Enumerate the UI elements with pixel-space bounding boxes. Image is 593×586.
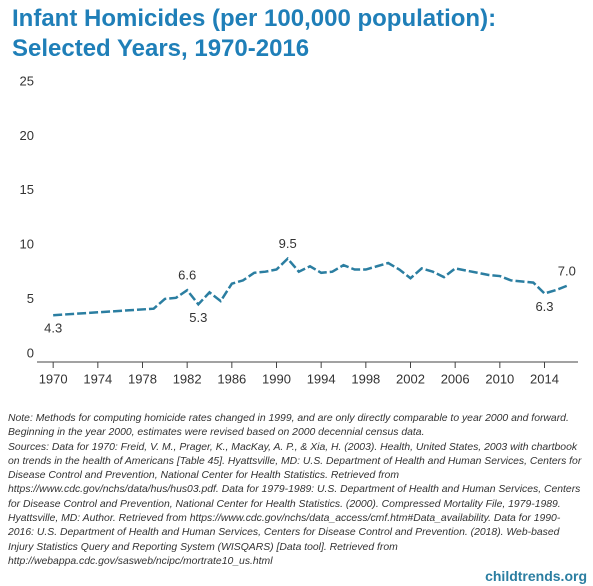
data-label: 5.3 xyxy=(189,310,207,325)
chart-title: Infant Homicides (per 100,000 population… xyxy=(12,5,497,62)
x-tick-label: 1974 xyxy=(83,371,112,386)
x-tick-label: 1994 xyxy=(307,371,336,386)
x-tick-label: 1978 xyxy=(128,371,157,386)
data-label: 6.3 xyxy=(535,299,553,314)
x-tick-label: 2010 xyxy=(485,371,514,386)
data-label: 6.6 xyxy=(178,268,196,283)
footer: childtrends.org xyxy=(485,568,587,584)
y-tick-label: 5 xyxy=(27,291,34,306)
data-label: 7.0 xyxy=(558,263,576,278)
notes: Note: Methods for computing homicide rat… xyxy=(8,412,586,569)
sources: Sources: Data for 1970: Freid, V. M., Pr… xyxy=(8,441,582,567)
x-tick-label: 2006 xyxy=(441,371,470,386)
y-tick-label: 25 xyxy=(20,73,34,88)
line xyxy=(53,256,568,317)
x-tick-label: 1998 xyxy=(351,371,380,386)
x-tick-label: 2014 xyxy=(530,371,559,386)
x-tick-label: 1986 xyxy=(217,371,246,386)
y-tick-label: 20 xyxy=(20,128,34,143)
x-tick-label: 1990 xyxy=(262,371,291,386)
data-label: 9.5 xyxy=(279,236,297,251)
y-tick-label: 15 xyxy=(20,182,34,197)
y-tick-label: 0 xyxy=(27,345,34,360)
x-tick-label: 1982 xyxy=(173,371,202,386)
chart: 0 5 10 15 20 25 1970 1974 1978 1982 1986 1990 1994 19… xyxy=(20,73,578,386)
x-tick-label: 2002 xyxy=(396,371,425,386)
y-tick-label: 10 xyxy=(20,237,34,252)
x-tick-label: 1970 xyxy=(39,371,68,386)
data-label: 4.3 xyxy=(44,321,62,336)
note: Note: Methods for computing homicide rat… xyxy=(8,413,569,439)
